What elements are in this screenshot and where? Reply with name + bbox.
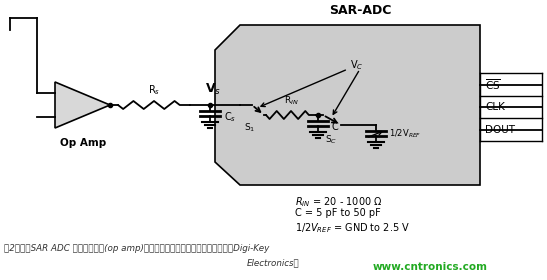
Text: S$_C$: S$_C$ (325, 133, 337, 146)
Text: DOUT: DOUT (485, 125, 515, 135)
Text: C: C (332, 122, 339, 132)
Polygon shape (215, 25, 480, 185)
Text: R$_{IN}$: R$_{IN}$ (283, 95, 299, 107)
Text: V$_s$: V$_s$ (205, 82, 221, 97)
Text: R$_s$: R$_s$ (148, 83, 160, 97)
Text: C$_s$: C$_s$ (224, 110, 236, 124)
Text: Electronics）: Electronics） (247, 258, 299, 267)
Text: CLK: CLK (485, 102, 505, 112)
Text: V$_C$: V$_C$ (350, 58, 363, 72)
Text: 图2：驱动SAR ADC 的运算放大器(op amp)，带有输出稳定滤波器。（图片来源：Digi-Key: 图2：驱动SAR ADC 的运算放大器(op amp)，带有输出稳定滤波器。（图… (4, 244, 269, 253)
Polygon shape (55, 82, 110, 128)
Text: $\overline{\mathrm{CS}}$: $\overline{\mathrm{CS}}$ (485, 78, 501, 92)
Text: C = 5 pF to 50 pF: C = 5 pF to 50 pF (295, 208, 381, 218)
Text: 1/2V$_{REF}$: 1/2V$_{REF}$ (389, 128, 421, 140)
Text: S$_1$: S$_1$ (245, 121, 255, 134)
Text: Op Amp: Op Amp (60, 138, 106, 148)
Text: $R_{IN}$ = 20 - 1000 $\Omega$: $R_{IN}$ = 20 - 1000 $\Omega$ (295, 195, 382, 209)
Text: 1/2$V_{REF}$ = GND to 2.5 V: 1/2$V_{REF}$ = GND to 2.5 V (295, 221, 410, 235)
Text: SAR-ADC: SAR-ADC (329, 4, 391, 17)
Text: www.cntronics.com: www.cntronics.com (373, 262, 487, 272)
